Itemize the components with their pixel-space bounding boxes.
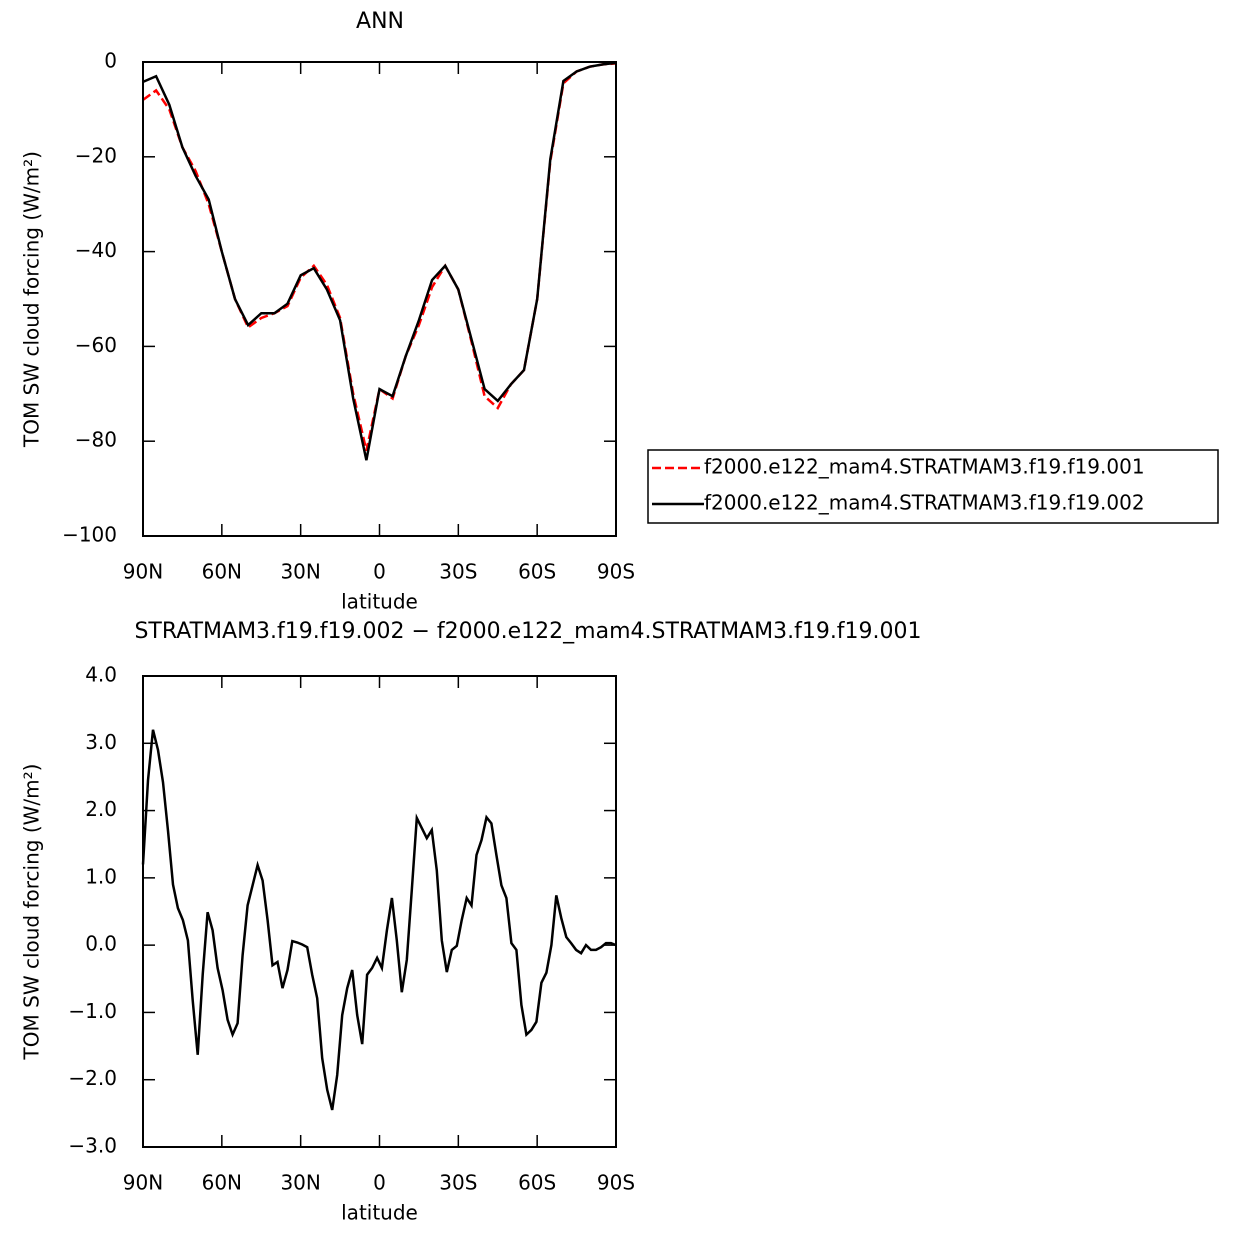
x-axis-label: latitude bbox=[341, 1201, 418, 1225]
y-tick-label: −3.0 bbox=[68, 1134, 117, 1158]
y-tick-label: 0.0 bbox=[85, 932, 117, 956]
y-tick-label: −1.0 bbox=[68, 999, 117, 1023]
y-tick-label: 3.0 bbox=[85, 730, 117, 754]
x-tick-label: 60S bbox=[518, 560, 556, 584]
x-tick-label: 90S bbox=[597, 560, 635, 584]
x-tick-label: 60S bbox=[518, 1171, 556, 1195]
y-tick-label: −2.0 bbox=[68, 1066, 117, 1090]
x-tick-label: 30N bbox=[280, 560, 320, 584]
y-axis-label: TOM SW cloud forcing (W/m²) bbox=[20, 764, 44, 1061]
y-tick-label: −80 bbox=[75, 428, 117, 452]
x-tick-label: 90S bbox=[597, 1171, 635, 1195]
x-tick-label: 30N bbox=[280, 1171, 320, 1195]
y-tick-label: 2.0 bbox=[85, 797, 117, 821]
chart-title: STRATMAM3.f19.f19.002 − f2000.e122_mam4.… bbox=[134, 619, 921, 644]
y-tick-label: 1.0 bbox=[85, 864, 117, 888]
legend-box bbox=[647, 449, 1219, 524]
data-line bbox=[142, 61, 617, 461]
x-tick-label: 90N bbox=[123, 560, 163, 584]
y-tick-label: −60 bbox=[75, 333, 117, 357]
x-tick-label: 60N bbox=[202, 560, 242, 584]
y-tick-label: −40 bbox=[75, 238, 117, 262]
x-axis-label: latitude bbox=[341, 590, 418, 614]
y-tick-label: −100 bbox=[62, 523, 117, 547]
y-tick-label: 4.0 bbox=[85, 663, 117, 687]
plot-frame bbox=[142, 675, 617, 1148]
y-axis-label: TOM SW cloud forcing (W/m²) bbox=[20, 151, 44, 448]
x-tick-label: 60N bbox=[202, 1171, 242, 1195]
chart-title: ANN bbox=[356, 9, 404, 34]
x-tick-label: 0 bbox=[373, 560, 386, 584]
y-tick-label: −20 bbox=[75, 143, 117, 167]
legend-label: f2000.e122_mam4.STRATMAM3.f19.f19.002 bbox=[704, 491, 1145, 515]
x-tick-label: 30S bbox=[439, 560, 477, 584]
x-tick-label: 0 bbox=[373, 1171, 386, 1195]
x-tick-label: 90N bbox=[123, 1171, 163, 1195]
y-tick-label: 0 bbox=[104, 49, 117, 73]
data-line bbox=[141, 729, 617, 1111]
plot-frame bbox=[142, 61, 617, 537]
x-tick-label: 30S bbox=[439, 1171, 477, 1195]
legend-label: f2000.e122_mam4.STRATMAM3.f19.f19.001 bbox=[704, 455, 1145, 479]
